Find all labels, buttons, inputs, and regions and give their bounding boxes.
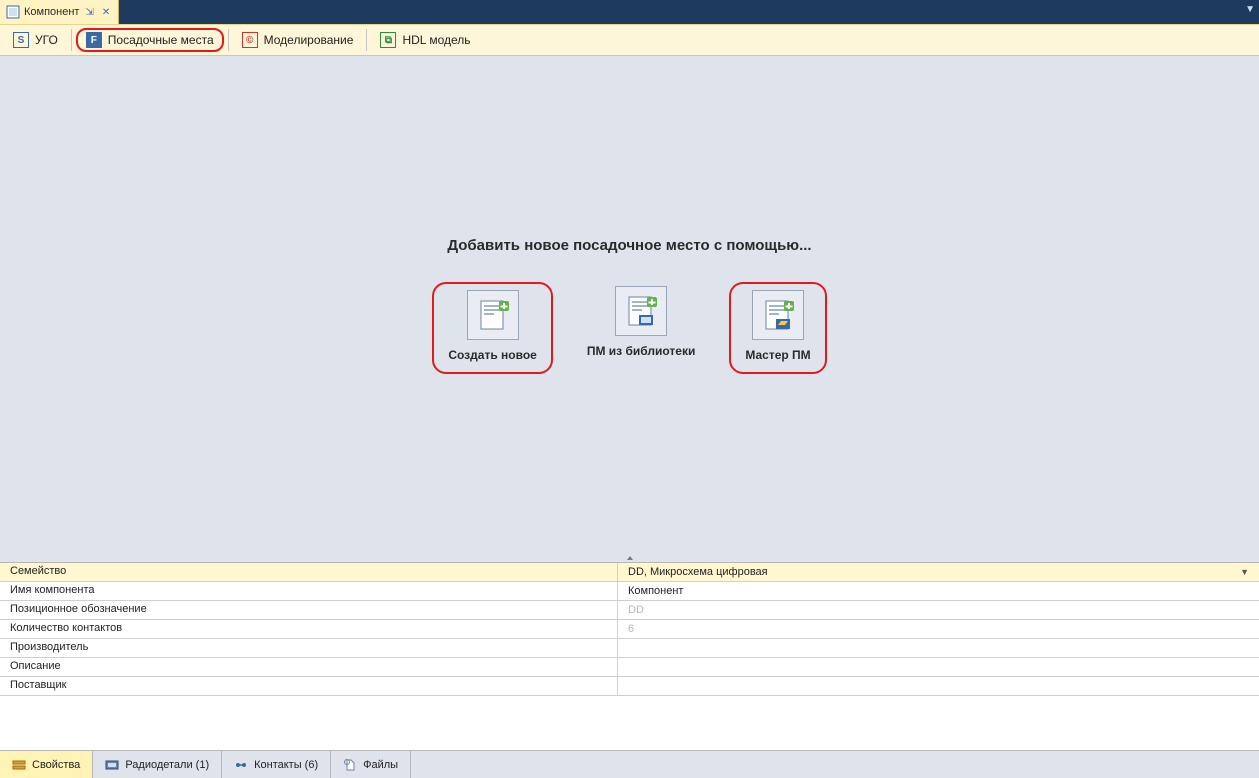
toolbar-separator bbox=[228, 29, 229, 51]
horizontal-splitter[interactable] bbox=[0, 554, 1259, 562]
bottom-tab-label: Свойства bbox=[32, 759, 80, 771]
component-icon bbox=[6, 5, 20, 19]
bottom-tab-label: Радиодетали (1) bbox=[125, 759, 209, 771]
main-canvas: Добавить новое посадочное место с помощь… bbox=[0, 56, 1259, 554]
doc-lib-icon bbox=[615, 286, 667, 336]
property-row[interactable]: Позиционное обозначениеDD bbox=[0, 601, 1259, 620]
big-button-2[interactable]: Мастер ПМ bbox=[729, 282, 826, 374]
bottom-tab-2[interactable]: Контакты (6) bbox=[222, 751, 331, 778]
property-value[interactable]: Компонент bbox=[618, 582, 1259, 600]
big-button-label: ПМ из библиотеки bbox=[587, 344, 696, 358]
big-button-1[interactable]: ПМ из библиотеки bbox=[579, 282, 704, 362]
files-icon bbox=[343, 758, 357, 772]
property-label: Количество контактов bbox=[0, 620, 618, 638]
toolbar-button-label: Посадочные места bbox=[108, 33, 214, 47]
bottom-tabs: Свойства Радиодетали (1) Контакты (6) Файлы bbox=[0, 750, 1259, 778]
titlebar: Компонент ⇲ ✕ ▼ bbox=[0, 0, 1259, 24]
property-label: Имя компонента bbox=[0, 582, 618, 600]
big-button-0[interactable]: Создать новое bbox=[432, 282, 552, 374]
toolbar-icon: S bbox=[13, 32, 29, 48]
properties-blank-area bbox=[0, 696, 1259, 750]
bottom-tab-3[interactable]: Файлы bbox=[331, 751, 411, 778]
contacts-icon bbox=[234, 758, 248, 772]
toolbar-button-3[interactable]: ⧉ HDL модель bbox=[371, 28, 479, 52]
property-value[interactable]: DD, Микросхема цифровая▼ bbox=[618, 563, 1259, 581]
parts-icon bbox=[105, 758, 119, 772]
add-heading: Добавить новое посадочное место с помощь… bbox=[432, 237, 826, 254]
property-value[interactable]: DD bbox=[618, 601, 1259, 619]
toolbar-button-2[interactable]: © Моделирование bbox=[233, 28, 363, 52]
property-row[interactable]: Количество контактов6 bbox=[0, 620, 1259, 639]
toolbar-icon: ⧉ bbox=[380, 32, 396, 48]
property-value[interactable] bbox=[618, 639, 1259, 657]
property-value[interactable] bbox=[618, 658, 1259, 676]
property-row[interactable]: Имя компонентаКомпонент bbox=[0, 582, 1259, 601]
big-button-label: Мастер ПМ bbox=[745, 348, 810, 362]
bottom-tab-label: Контакты (6) bbox=[254, 759, 318, 771]
toolbar-button-label: HDL модель bbox=[402, 33, 470, 47]
toolbar-separator bbox=[71, 29, 72, 51]
titlebar-menu-icon[interactable]: ▼ bbox=[1245, 4, 1255, 15]
bottom-tab-0[interactable]: Свойства bbox=[0, 751, 93, 778]
doc-wizard-icon bbox=[752, 290, 804, 340]
property-label: Поставщик bbox=[0, 677, 618, 695]
big-button-row: Создать новое ПМ из библиотеки Мастер ПМ bbox=[432, 282, 826, 374]
add-footprint-block: Добавить новое посадочное место с помощь… bbox=[432, 237, 826, 374]
toolbar-separator bbox=[366, 29, 367, 51]
toolbar-icon: © bbox=[242, 32, 258, 48]
props-icon bbox=[12, 758, 26, 772]
property-label: Семейство bbox=[0, 563, 618, 581]
property-row[interactable]: СемействоDD, Микросхема цифровая▼ bbox=[0, 563, 1259, 582]
property-label: Описание bbox=[0, 658, 618, 676]
document-tab[interactable]: Компонент ⇲ ✕ bbox=[0, 0, 119, 24]
property-row[interactable]: Производитель bbox=[0, 639, 1259, 658]
toolbar-button-0[interactable]: S УГО bbox=[4, 28, 67, 52]
property-value[interactable]: 6 bbox=[618, 620, 1259, 638]
bottom-tab-1[interactable]: Радиодетали (1) bbox=[93, 751, 222, 778]
document-tab-label: Компонент bbox=[24, 6, 79, 18]
property-label: Позиционное обозначение bbox=[0, 601, 618, 619]
property-row[interactable]: Описание bbox=[0, 658, 1259, 677]
tab-pin-icon[interactable]: ⇲ bbox=[83, 7, 95, 18]
doc-new-icon bbox=[467, 290, 519, 340]
property-label: Производитель bbox=[0, 639, 618, 657]
properties-grid: СемействоDD, Микросхема цифровая▼Имя ком… bbox=[0, 562, 1259, 696]
tab-close-icon[interactable]: ✕ bbox=[100, 7, 112, 18]
toolbar: S УГО F Посадочные места © Моделирование ⧉ HDL … bbox=[0, 24, 1259, 56]
toolbar-icon: F bbox=[86, 32, 102, 48]
dropdown-icon[interactable]: ▼ bbox=[1240, 567, 1249, 577]
toolbar-button-label: Моделирование bbox=[264, 33, 354, 47]
big-button-label: Создать новое bbox=[448, 348, 536, 362]
toolbar-button-1[interactable]: F Посадочные места bbox=[76, 28, 224, 52]
bottom-tab-label: Файлы bbox=[363, 759, 398, 771]
property-value[interactable] bbox=[618, 677, 1259, 695]
toolbar-button-label: УГО bbox=[35, 33, 58, 47]
property-row[interactable]: Поставщик bbox=[0, 677, 1259, 696]
